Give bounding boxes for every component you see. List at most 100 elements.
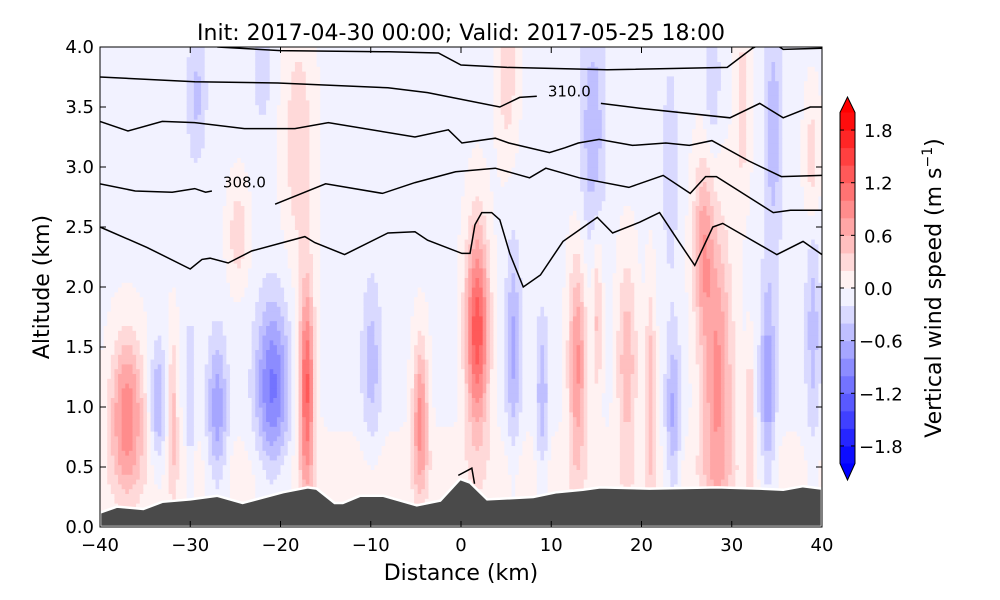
heatmap-cell [464,407,469,413]
heatmap-cell [464,176,491,182]
heatmap-cell [807,344,819,350]
heatmap-cell [507,411,513,418]
heatmap-cell [522,349,538,355]
heatmap-cell [406,378,415,384]
heatmap-cell [760,368,765,374]
heatmap-cell [569,363,574,370]
heatmap-cell [312,392,318,398]
heatmap-cell [702,239,708,245]
heatmap-cell [681,431,690,437]
heatmap-cell [208,459,227,466]
heatmap-cell [471,263,477,269]
heatmap-cell [572,344,578,350]
heatmap-cell [771,306,780,312]
heatmap-cell [486,416,491,422]
heatmap-cell [738,162,744,168]
heatmap-cell [471,272,484,278]
heatmap-cell [468,320,473,326]
heatmap-cell [417,445,422,451]
heatmap-cell [486,330,491,336]
heatmap-cell [482,411,487,418]
heatmap-cell [302,421,307,427]
heatmap-cell [291,363,296,370]
heatmap-cell [507,459,520,466]
heatmap-cell [186,330,195,336]
heatmap-cell [507,301,520,307]
heatmap-cell [229,282,249,288]
heatmap-cell [489,435,502,442]
heatmap-cell [139,411,144,418]
heatmap-cell [713,373,722,379]
heatmap-cell [746,224,765,230]
heatmap-cell [702,306,722,312]
heatmap-cell [648,411,653,418]
heatmap-cell [251,397,256,403]
heatmap-cell [663,402,668,408]
heatmap-cell [316,450,365,456]
heatmap-cell [204,479,217,485]
heatmap-cell [432,359,458,365]
heatmap-cell [749,205,765,211]
heatmap-cell [612,311,621,317]
heatmap-cell [309,291,314,298]
heatmap-cell [287,152,310,158]
heatmap-cell [655,282,686,288]
heatmap-cell [410,354,415,360]
heatmap-cell [486,248,491,254]
heatmap-cell [316,469,412,475]
heatmap-cell [193,359,209,365]
heatmap-cell [432,392,458,398]
heatmap-cell [507,311,520,317]
heatmap-cell [713,243,722,250]
heatmap-cell [280,450,289,456]
heatmap-cell [107,378,116,384]
heatmap-cell [284,402,289,408]
heatmap-cell [731,407,736,413]
heatmap-cell [150,368,155,374]
heatmap-cell [778,267,809,274]
heatmap-cell [410,325,430,331]
heatmap-cell [511,282,516,288]
heatmap-cell [673,253,686,259]
heatmap-cell [572,359,578,365]
heatmap-cell [136,287,173,293]
heatmap-cell [659,383,664,389]
heatmap-cell [208,402,213,408]
heatmap-cell [468,267,473,274]
heatmap-cell [569,311,574,317]
heatmap-cell [616,359,621,365]
heatmap-cell [580,363,585,370]
heatmap-cell [291,339,296,346]
heatmap-cell [367,378,379,384]
heatmap-cell [291,431,296,437]
heatmap-cell [305,349,310,355]
heatmap-cell [367,373,379,379]
heatmap-cell [367,335,375,341]
heatmap-cell [572,421,578,427]
heatmap-cell [316,483,412,490]
heatmap-cell [814,426,822,432]
heatmap-cell [760,335,765,341]
heatmap-cell [692,248,697,254]
heatmap-cell [562,339,567,346]
heatmap-cell [464,397,469,403]
heatmap-cell [547,416,563,422]
heatmap-cell [146,330,170,336]
heatmap-cell [471,479,484,485]
heatmap-cell [284,234,300,240]
heatmap-cell [118,354,137,360]
heatmap-cell [255,373,260,379]
heatmap-cell [757,431,762,437]
heatmap-cell [161,421,166,427]
heatmap-cell [677,459,682,466]
heatmap-cell [735,344,755,350]
heatmap-cell [688,421,700,427]
heatmap-cell [172,359,177,365]
heatmap-cell [132,407,141,413]
heatmap-cell [583,368,588,374]
heatmap-cell [753,392,758,398]
heatmap-cell [309,455,314,461]
heatmap-cell [623,205,632,211]
heatmap-cell [648,387,653,394]
heatmap-cell [677,176,690,182]
